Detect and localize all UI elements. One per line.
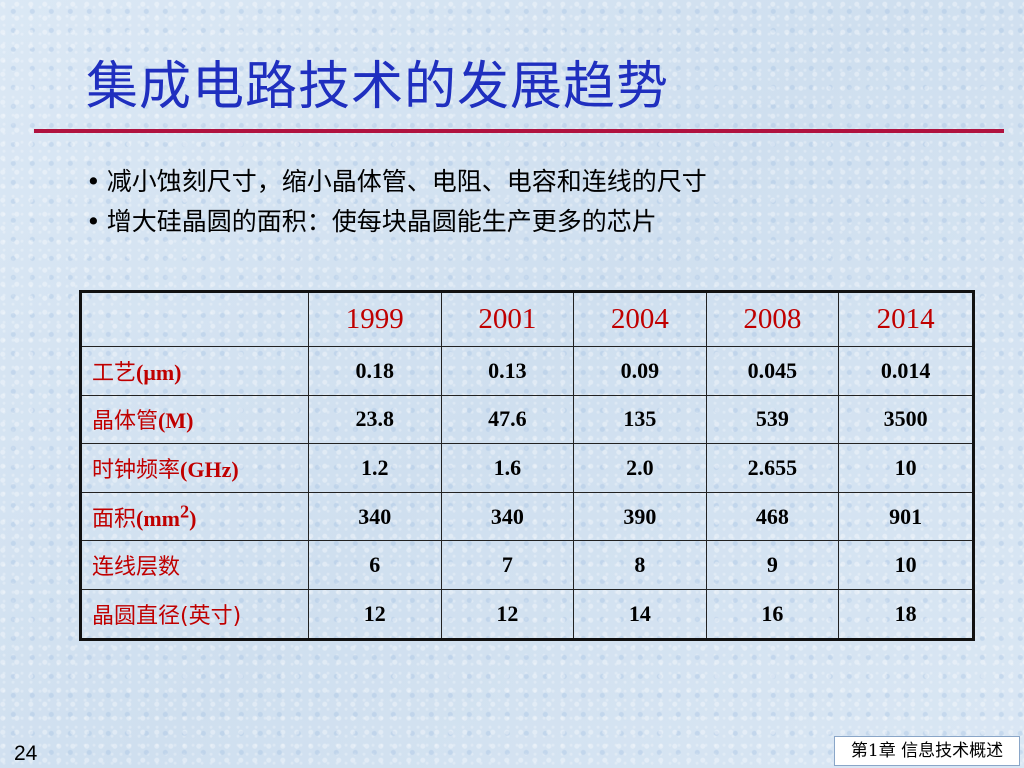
row-label-unit: (μm) bbox=[136, 359, 182, 385]
row-label-transistors: 晶体管(M) bbox=[80, 394, 309, 445]
table-cell: 12 bbox=[308, 588, 442, 641]
table-cell: 16 bbox=[705, 588, 840, 641]
table-cell: 0.18 bbox=[308, 346, 442, 396]
table-cell: 0.09 bbox=[573, 346, 707, 396]
row-label-text: 时钟频率 bbox=[92, 457, 181, 483]
row-label-text: 连线层数 bbox=[92, 555, 181, 581]
year-header: 2008 bbox=[705, 291, 840, 347]
table-cell: 1.2 bbox=[308, 443, 442, 493]
row-label-unit: (mm bbox=[136, 505, 180, 531]
row-label-area: 面积(mm2) bbox=[80, 491, 309, 542]
table-cell: 6 bbox=[308, 540, 442, 590]
table-cell: 1.6 bbox=[440, 443, 575, 493]
table-cell: 7 bbox=[440, 540, 575, 590]
row-label-unit: (M) bbox=[158, 408, 194, 434]
table-header-row: 1999 2001 2004 2008 2014 bbox=[80, 291, 974, 347]
table-cell: 3500 bbox=[838, 394, 974, 445]
table-cell: 10 bbox=[838, 540, 974, 590]
table-cell: 135 bbox=[573, 394, 707, 445]
row-label-wafer: 晶圆直径(英寸) bbox=[80, 588, 309, 641]
bullet-text: 增大硅晶圆的面积：使每块晶圆能生产更多的芯片 bbox=[106, 207, 657, 236]
table-cell: 0.014 bbox=[838, 346, 974, 396]
table-row: 晶圆直径(英寸) 12 12 14 16 18 bbox=[80, 588, 974, 641]
row-label-process: 工艺(μm) bbox=[80, 346, 309, 396]
year-header: 2001 bbox=[440, 291, 575, 347]
row-label-clock: 时钟频率(GHz) bbox=[80, 443, 309, 493]
table-cell: 23.8 bbox=[308, 394, 442, 445]
year-header: 2004 bbox=[573, 291, 707, 347]
table-cell: 12 bbox=[440, 588, 575, 641]
table-cell: 10 bbox=[838, 443, 974, 493]
table-cell: 539 bbox=[705, 394, 840, 445]
row-label-text: 晶圆直径(英寸) bbox=[92, 603, 242, 629]
table-cell: 0.045 bbox=[705, 346, 840, 396]
table-cell: 340 bbox=[308, 491, 442, 542]
table-cell: 390 bbox=[573, 491, 707, 542]
table-cell: 18 bbox=[838, 588, 974, 641]
table-corner-cell bbox=[80, 291, 309, 347]
table-row: 晶体管(M) 23.8 47.6 135 539 3500 bbox=[80, 394, 974, 445]
table-cell: 47.6 bbox=[440, 394, 575, 445]
bullet-dot: • bbox=[86, 207, 101, 236]
bullet-item: • 减小蚀刻尺寸，缩小晶体管、电阻、电容和连线的尺寸 bbox=[86, 162, 707, 202]
table-row: 工艺(μm) 0.18 0.13 0.09 0.045 0.014 bbox=[80, 346, 974, 396]
table-cell: 8 bbox=[573, 540, 707, 590]
row-label-text: 面积 bbox=[92, 506, 137, 532]
table-cell: 901 bbox=[838, 491, 974, 542]
bullet-text: 减小蚀刻尺寸，缩小晶体管、电阻、电容和连线的尺寸 bbox=[106, 167, 707, 196]
year-header: 2014 bbox=[838, 291, 974, 347]
chapter-tag: 第1章 信息技术概述 bbox=[834, 736, 1020, 766]
table-cell: 2.0 bbox=[573, 443, 707, 493]
row-label-text: 晶体管 bbox=[92, 409, 159, 435]
year-header: 1999 bbox=[308, 291, 442, 347]
table-cell: 2.655 bbox=[705, 443, 840, 493]
slide-title: 集成电路技术的发展趋势 bbox=[86, 57, 670, 117]
table-cell: 340 bbox=[440, 491, 575, 542]
title-divider bbox=[34, 129, 1004, 133]
table-row: 面积(mm2) 340 340 390 468 901 bbox=[80, 491, 974, 542]
table-cell: 14 bbox=[573, 588, 707, 641]
bullet-list: • 减小蚀刻尺寸，缩小晶体管、电阻、电容和连线的尺寸 • 增大硅晶圆的面积：使每块晶… bbox=[86, 162, 707, 242]
table-cell: 9 bbox=[705, 540, 840, 590]
ic-trend-table: 1999 2001 2004 2008 2014 工艺(μm) 0.18 0.1… bbox=[79, 290, 975, 641]
table-row: 时钟频率(GHz) 1.2 1.6 2.0 2.655 10 bbox=[80, 443, 974, 493]
table-row: 连线层数 6 7 8 9 10 bbox=[80, 540, 974, 590]
bullet-item: • 增大硅晶圆的面积：使每块晶圆能生产更多的芯片 bbox=[86, 202, 707, 242]
table-cell: 0.13 bbox=[440, 346, 575, 396]
row-label-superscript: 2 bbox=[180, 501, 190, 522]
row-label-close: ) bbox=[189, 505, 197, 531]
table-cell: 468 bbox=[705, 491, 840, 542]
row-label-layers: 连线层数 bbox=[80, 540, 309, 590]
bullet-dot: • bbox=[86, 167, 101, 196]
row-label-unit: (GHz) bbox=[180, 456, 239, 482]
page-number: 24 bbox=[14, 742, 38, 765]
row-label-text: 工艺 bbox=[92, 360, 137, 386]
